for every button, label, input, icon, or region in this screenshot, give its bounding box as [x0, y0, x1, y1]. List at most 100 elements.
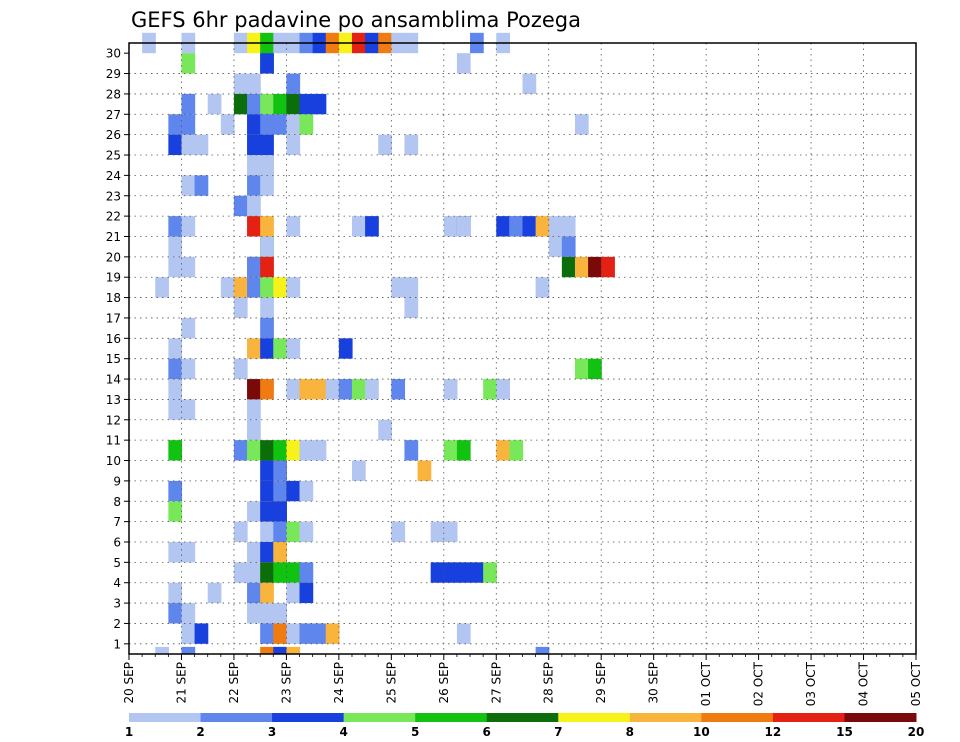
heatmap-cell — [233, 93, 248, 115]
y-tick-label: 9 — [113, 474, 121, 488]
heatmap-cell — [273, 440, 287, 461]
y-tick-label: 18 — [106, 291, 121, 305]
heatmap-cell — [378, 134, 392, 156]
heatmap-cell — [207, 93, 222, 115]
y-tick-label: 3 — [113, 597, 121, 611]
heatmap-cell — [260, 521, 274, 542]
heatmap-cell — [260, 236, 274, 257]
y-tick-label: 26 — [106, 128, 121, 142]
x-tick-label: 26 SEP — [437, 662, 451, 704]
heatmap-cell — [273, 114, 287, 135]
heatmap-cell — [194, 134, 209, 156]
colorbar-label: 2 — [196, 725, 204, 739]
y-tick-label: 7 — [113, 515, 121, 529]
heatmap-cell — [181, 256, 196, 278]
heatmap-cell — [351, 460, 366, 481]
colorbar: 1 2 3 4 5 6 7 8 10 12 15 20 — [125, 713, 925, 739]
heatmap-cell — [404, 134, 419, 156]
y-tick-label: 23 — [106, 189, 121, 203]
heatmap-cell — [181, 134, 196, 156]
heatmap-cell — [168, 256, 183, 278]
heatmap-cell — [548, 216, 563, 237]
heatmap-cell — [181, 399, 196, 420]
heatmap-cell — [443, 216, 458, 237]
x-tick-label: 22 SEP — [227, 662, 241, 704]
heatmap-cell — [286, 521, 301, 542]
heatmap-cell — [168, 440, 183, 461]
heatmap-cell — [483, 562, 497, 583]
heatmap-cell — [535, 646, 550, 654]
heatmap-cell — [260, 216, 274, 237]
colorbar-label: 5 — [411, 725, 419, 739]
heatmap-cell — [456, 53, 471, 74]
heatmap-cell — [194, 623, 209, 644]
heatmap-cell — [247, 73, 261, 94]
heatmap-cell — [456, 440, 471, 461]
heatmap-cell — [325, 379, 340, 400]
heatmap-cell — [273, 623, 287, 644]
heatmap-cell — [260, 460, 274, 481]
heatmap-cell — [168, 236, 183, 257]
y-tick-label: 6 — [113, 535, 121, 549]
heatmap-cell — [286, 582, 301, 604]
heatmap-cell — [299, 562, 314, 583]
colorbar-segment — [772, 713, 845, 722]
heatmap-cell — [168, 216, 183, 237]
heatmap-cell — [247, 134, 261, 156]
heatmap-cell — [391, 379, 406, 400]
heatmap-cell — [312, 440, 327, 461]
x-tick-label: 23 SEP — [279, 662, 293, 704]
heatmap-cell — [168, 379, 183, 400]
heatmap-cell — [168, 480, 183, 502]
heatmap-cell — [548, 236, 563, 257]
heatmap-cell — [273, 501, 287, 522]
heatmap-cell — [470, 562, 484, 583]
colorbar-segment — [701, 713, 774, 722]
x-tick-label: 03 OCT — [804, 661, 818, 706]
heatmap-cell — [561, 216, 576, 237]
x-tick-label: 02 OCT — [752, 661, 766, 706]
colorbar-segment — [272, 713, 345, 722]
heatmap-cell — [299, 521, 314, 542]
heatmap-cell — [351, 216, 366, 237]
heatmap-cell — [338, 338, 353, 359]
heatmap-cell — [496, 379, 510, 400]
heatmap-cell — [260, 562, 274, 583]
cells-layer — [142, 32, 615, 654]
y-tick-label: 12 — [106, 413, 121, 427]
x-tick-label: 21 SEP — [174, 662, 188, 704]
y-tick-label: 14 — [106, 373, 121, 387]
heatmap-cell — [286, 134, 301, 156]
heatmap-cell — [509, 440, 524, 461]
heatmap-cell — [260, 155, 274, 176]
colorbar-segment — [629, 713, 702, 722]
heatmap-cell — [207, 582, 222, 604]
heatmap-cell — [247, 379, 261, 400]
heatmap-cell — [404, 297, 419, 318]
heatmap-cell — [233, 440, 248, 461]
heatmap-cell — [273, 541, 287, 563]
x-tick-label: 27 SEP — [489, 662, 503, 704]
colorbar-label: 3 — [268, 725, 276, 739]
heatmap-cell — [233, 195, 248, 217]
heatmap-cell — [168, 114, 183, 135]
heatmap-cell — [233, 297, 248, 318]
colorbar-label: 10 — [693, 725, 710, 739]
y-tick-label: 28 — [106, 87, 121, 101]
colorbar-segment — [486, 713, 559, 722]
heatmap-cell — [247, 155, 261, 176]
heatmap-cell — [286, 73, 301, 94]
heatmap-cell — [168, 582, 183, 604]
heatmap-cell — [299, 480, 314, 502]
heatmap-cell — [312, 93, 327, 115]
y-tick-label: 19 — [106, 271, 121, 285]
heatmap-cell — [522, 216, 537, 237]
heatmap-cell — [456, 216, 471, 237]
heatmap-cell — [181, 93, 196, 115]
heatmap-cell — [325, 623, 340, 644]
heatmap-cell — [561, 236, 576, 257]
x-tick-label: 29 SEP — [594, 662, 608, 704]
heatmap-cell — [233, 358, 248, 380]
heatmap-cell — [312, 379, 327, 400]
colorbar-label: 20 — [908, 725, 925, 739]
